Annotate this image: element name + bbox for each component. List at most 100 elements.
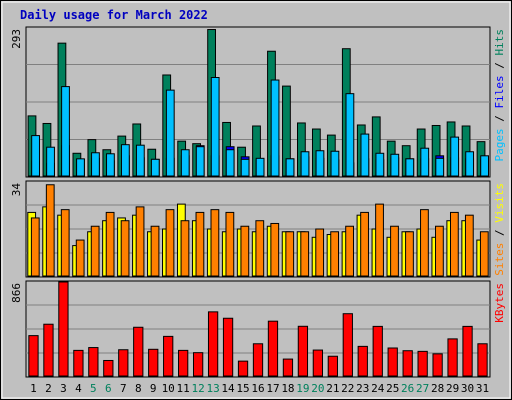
bar-sites-day-31	[479, 231, 489, 277]
bar-pages-day-2	[46, 146, 55, 177]
legend-sites: Sites	[493, 243, 506, 276]
x-tick-label: 26	[401, 382, 414, 395]
y-max-label: 866	[10, 283, 23, 303]
bar-sites-day-29	[449, 211, 459, 277]
bar-pages-day-15	[240, 158, 250, 177]
x-tick-label: 17	[266, 382, 279, 395]
bar-kbytes-day-13	[207, 311, 219, 377]
bar-sites-day-17	[270, 222, 280, 277]
bar-kbytes-day-7	[118, 349, 129, 377]
legend-separator: /	[493, 109, 506, 129]
x-tick-label: 31	[476, 382, 489, 395]
bar-sites-day-27	[420, 209, 429, 277]
bar-pages-day-4	[76, 158, 85, 177]
bar-sites-day-1	[30, 217, 40, 277]
bar-kbytes-day-20	[312, 349, 324, 377]
x-tick-label: 27	[416, 382, 429, 395]
bar-pages-day-28	[435, 157, 445, 177]
x-tick-label: 7	[120, 382, 127, 395]
y-max-label: 34	[10, 183, 23, 197]
bar-kbytes-day-6	[103, 359, 114, 377]
panel-hits-files-pages: 293 Pages / Files / Hits	[10, 26, 506, 178]
x-tick-label: 19	[296, 382, 309, 395]
bar-pages-day-18	[285, 158, 295, 177]
bar-sites-day-21	[330, 231, 340, 277]
bar-sites-day-25	[390, 225, 399, 277]
legend-pages: Pages	[493, 128, 506, 161]
bar-kbytes-day-21	[327, 355, 338, 377]
x-tick-label: 29	[446, 382, 459, 395]
bar-kbytes-day-22	[342, 313, 353, 377]
bar-kbytes-day-12	[192, 352, 204, 377]
x-tick-label: 8	[135, 382, 142, 395]
x-tick-label: 16	[251, 382, 264, 395]
bar-sites-day-5	[90, 225, 100, 277]
x-tick-label: 22	[341, 382, 354, 395]
x-tick-label: 3	[60, 382, 67, 395]
bar-kbytes-day-19	[297, 325, 309, 377]
legend-visits: Visits	[493, 183, 506, 223]
bar-sites-day-6	[105, 211, 115, 277]
bar-sites-day-13	[210, 209, 220, 277]
x-tick-label: 10	[162, 382, 175, 395]
bar-sites-day-28	[435, 225, 444, 277]
bar-sites-day-9	[150, 225, 160, 277]
bar-sites-day-26	[405, 231, 414, 277]
bar-pages-day-21	[330, 150, 340, 177]
bar-pages-day-30	[465, 151, 475, 177]
x-tick-label: 2	[45, 382, 52, 395]
bar-sites-day-2	[45, 184, 55, 277]
bar-kbytes-day-29	[447, 338, 458, 377]
bar-kbytes-day-18	[282, 358, 294, 377]
bar-sites-day-8	[135, 206, 145, 277]
x-tick-label: 23	[356, 382, 369, 395]
bar-kbytes-day-1	[28, 335, 39, 377]
bar-pages-day-13	[210, 77, 220, 177]
panel-visits-sites: 34 Sites / Visits	[10, 180, 506, 278]
bar-pages-day-14	[225, 149, 235, 177]
legend-hits: Hits	[493, 29, 506, 56]
x-tick-label: 9	[150, 382, 157, 395]
bar-pages-day-20	[315, 150, 325, 177]
x-tick-label: 5	[90, 382, 97, 395]
bar-kbytes-day-5	[88, 347, 99, 377]
x-tick-label: 1	[30, 382, 37, 395]
y-max-label: 293	[10, 29, 23, 49]
bar-pages-day-17	[270, 79, 280, 177]
bar-sites-day-10	[165, 209, 175, 277]
x-tick-label: 15	[236, 382, 249, 395]
panel-legend: Sites / Visits	[493, 183, 506, 276]
legend-files: Files	[493, 75, 506, 108]
bar-pages-day-11	[180, 149, 190, 177]
bar-pages-day-16	[255, 157, 265, 177]
x-tick-label: 6	[105, 382, 112, 395]
panel-legend: Pages / Files / Hits	[493, 29, 506, 162]
bar-kbytes-day-2	[43, 323, 54, 377]
bar-sites-day-7	[120, 220, 130, 277]
x-tick-label: 14	[221, 382, 235, 395]
x-tick-label: 11	[177, 382, 190, 395]
bar-sites-day-11	[180, 220, 190, 277]
bar-pages-day-1	[31, 135, 40, 177]
x-tick-label: 4	[75, 382, 82, 395]
x-tick-label: 21	[326, 382, 339, 395]
bar-sites-day-20	[315, 228, 325, 277]
legend-separator: /	[493, 56, 506, 76]
bar-sites-day-15	[240, 225, 250, 277]
bar-kbytes-day-16	[252, 343, 264, 377]
x-tick-label: 13	[206, 382, 219, 395]
bar-kbytes-day-4	[73, 349, 84, 377]
bar-pages-day-5	[91, 152, 100, 177]
chart-title: Daily usage for March 2022	[20, 8, 208, 22]
bar-pages-day-29	[450, 136, 460, 177]
bar-kbytes-day-15	[237, 360, 249, 377]
legend-kbytes: KBytes	[493, 283, 506, 323]
bar-pages-day-6	[106, 153, 115, 177]
bar-pages-day-12	[195, 146, 205, 177]
bar-kbytes-day-27	[417, 350, 428, 377]
bar-kbytes-day-23	[357, 345, 368, 377]
bar-sites-day-18	[285, 231, 295, 277]
bar-sites-day-22	[345, 225, 354, 277]
